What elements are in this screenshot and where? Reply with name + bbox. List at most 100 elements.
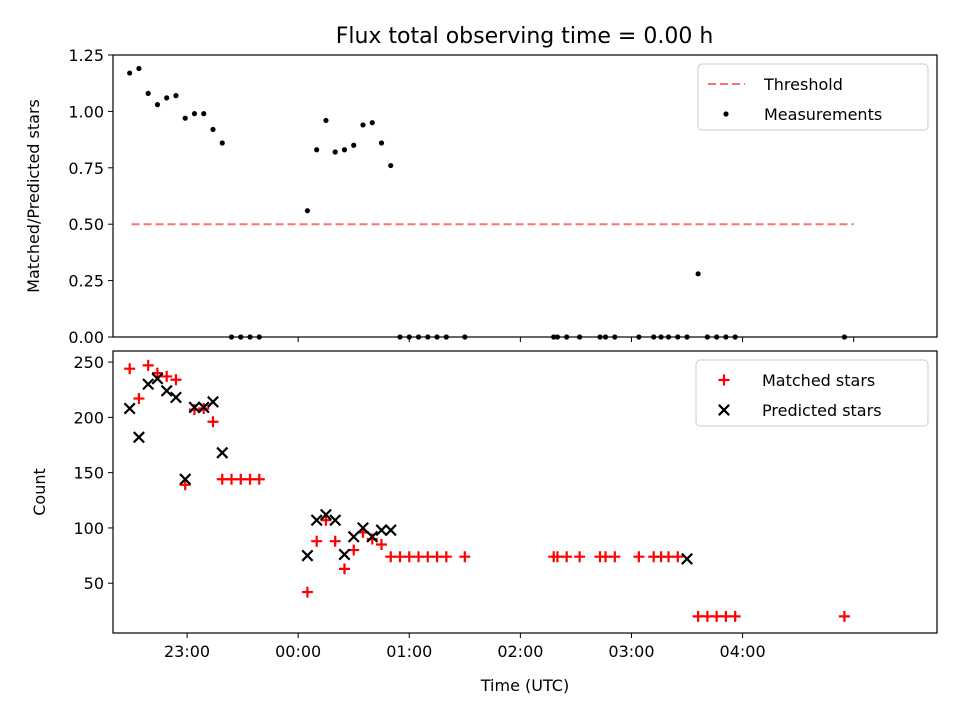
data-point xyxy=(188,401,201,414)
data-point xyxy=(226,473,238,485)
data-point xyxy=(369,120,375,126)
y-tick-label: 250 xyxy=(73,353,104,372)
data-point xyxy=(304,208,311,214)
data-point xyxy=(561,551,573,563)
data-point xyxy=(388,162,394,169)
data-point xyxy=(164,95,170,101)
data-point xyxy=(633,551,645,563)
data-point xyxy=(301,549,314,562)
y-tick-label: 100 xyxy=(73,519,104,538)
data-point xyxy=(319,508,332,521)
data-point xyxy=(574,551,586,563)
data-point xyxy=(609,551,621,563)
legend-marker xyxy=(718,404,730,416)
data-point xyxy=(360,122,366,128)
y-tick-label: 0.75 xyxy=(68,159,104,178)
data-point xyxy=(133,393,145,405)
legend-label: Threshold xyxy=(763,75,843,94)
data-point xyxy=(347,530,360,543)
data-point xyxy=(124,363,136,375)
data-point xyxy=(127,70,133,76)
data-point xyxy=(338,563,350,575)
data-point xyxy=(332,149,338,155)
data-point xyxy=(142,378,155,391)
x-tick-label: 04:00 xyxy=(720,642,766,661)
data-point xyxy=(692,610,704,622)
data-point xyxy=(351,142,357,148)
data-point xyxy=(179,473,192,486)
data-point xyxy=(197,401,210,414)
data-point xyxy=(720,610,732,622)
data-point xyxy=(329,535,341,547)
legend-label: Matched stars xyxy=(762,371,875,390)
data-point xyxy=(201,111,207,117)
data-point xyxy=(207,395,219,408)
data-point xyxy=(151,372,164,385)
data-point xyxy=(366,533,378,545)
data-point xyxy=(329,514,342,527)
y-tick-label: 0.00 xyxy=(68,328,104,347)
data-point xyxy=(838,610,850,622)
legend-box xyxy=(697,63,929,131)
data-point xyxy=(136,65,142,72)
data-point xyxy=(422,551,434,563)
data-point xyxy=(701,610,713,622)
data-point xyxy=(459,551,471,563)
data-point xyxy=(173,93,179,99)
data-point xyxy=(375,524,388,537)
x-tick-label: 00:00 xyxy=(275,642,321,661)
data-point xyxy=(142,359,154,371)
y-tick-label: 150 xyxy=(73,464,104,483)
data-point xyxy=(301,586,313,598)
bottom-panel: 50 100 150 200 250 23:00 00:00 01:00 02:00 03:00 0… xyxy=(30,350,938,695)
x-tick-label: 02:00 xyxy=(497,642,543,661)
data-point xyxy=(154,102,161,108)
y-tick-label: 1.00 xyxy=(68,102,104,121)
data-point xyxy=(681,552,693,565)
data-point xyxy=(403,551,415,563)
data-point xyxy=(384,524,397,537)
data-point xyxy=(188,404,200,416)
y-axis-label: Matched/Predicted stars xyxy=(24,99,43,293)
data-point xyxy=(385,551,397,563)
data-point xyxy=(310,514,323,527)
data-point xyxy=(729,610,741,622)
chart-title: Flux total observing time = 0.00 h xyxy=(336,24,714,49)
data-point xyxy=(216,446,229,459)
data-point xyxy=(320,514,332,526)
legend-marker xyxy=(718,374,730,386)
data-point xyxy=(145,90,151,96)
data-point xyxy=(338,548,351,561)
data-point xyxy=(311,535,323,547)
data-point xyxy=(179,479,191,491)
data-point xyxy=(253,473,265,485)
y-tick-label: 50 xyxy=(84,574,104,593)
data-point xyxy=(161,370,173,382)
data-point xyxy=(210,126,216,133)
data-point xyxy=(600,551,612,563)
x-tick-label: 23:00 xyxy=(164,642,210,661)
data-point xyxy=(357,521,369,534)
data-point xyxy=(169,391,182,404)
data-point xyxy=(394,551,406,563)
data-point xyxy=(170,374,182,386)
data-point xyxy=(182,115,188,121)
y-axis-label: Count xyxy=(30,468,49,516)
data-point xyxy=(375,539,387,551)
data-point xyxy=(235,473,247,485)
data-point xyxy=(207,416,219,428)
axes-frame xyxy=(112,54,938,338)
data-point xyxy=(663,551,675,563)
axes-frame xyxy=(112,350,938,634)
data-point xyxy=(551,551,563,563)
data-point xyxy=(672,551,684,563)
x-tick-label: 03:00 xyxy=(608,642,654,661)
data-point xyxy=(123,402,136,415)
data-point xyxy=(695,271,701,277)
data-point xyxy=(711,610,723,622)
top-panel: 0.00 0.25 0.50 0.75 1.00 1.25 Matched/Predicte… xyxy=(24,46,938,347)
y-tick-label: 0.25 xyxy=(68,272,104,291)
y-tick-label: 200 xyxy=(73,408,104,427)
legend-box xyxy=(695,359,929,427)
data-point xyxy=(378,140,385,146)
